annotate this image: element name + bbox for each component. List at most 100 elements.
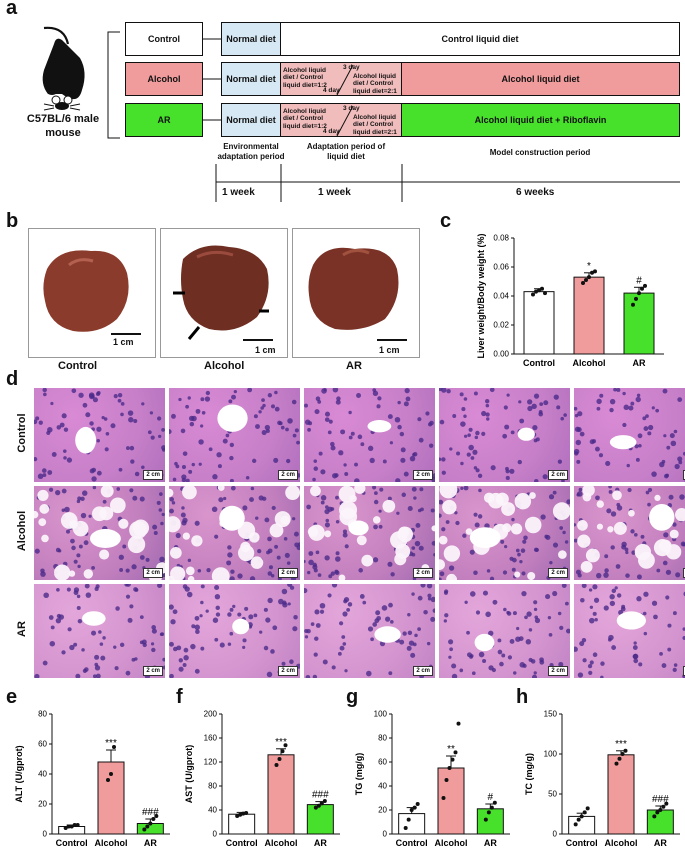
y-tick-label: 80	[378, 734, 387, 743]
data-point	[617, 756, 622, 761]
y-tick-label: 0	[213, 830, 218, 839]
data-point	[620, 752, 625, 756]
panel-label-d: d	[6, 368, 19, 390]
y-tick-label: 0.02	[493, 321, 509, 330]
alcohol-adapt-ratio-2: Alcohol liquid diet / Control liquid die…	[353, 73, 397, 95]
data-point	[403, 826, 408, 830]
x-tick-label: AR	[484, 838, 497, 848]
histology-scale-bar: 2 cm	[143, 568, 163, 578]
y-tick-label: 200	[204, 710, 218, 719]
histology-scale-bar: 2 cm	[278, 470, 298, 480]
significance-label: **	[447, 744, 455, 755]
control-normal-diet: Normal diet	[221, 22, 281, 56]
ar-day-4: 4 day	[323, 128, 340, 135]
ar-adapt-ratio-1: Alcohol liquid diet / Control liquid die…	[283, 108, 327, 130]
histology-image: 2 cm	[439, 388, 570, 482]
data-point	[623, 748, 628, 753]
data-point	[664, 801, 669, 806]
ar-liquid-diet: Alcohol liquid diet + Riboflavin	[401, 103, 680, 137]
data-point	[614, 761, 619, 766]
y-tick-label: 40	[378, 782, 387, 791]
data-point	[444, 778, 449, 782]
mouse-icon	[42, 26, 85, 111]
data-point	[573, 822, 578, 827]
data-point	[412, 805, 417, 810]
data-point	[151, 817, 156, 821]
data-point	[75, 823, 80, 827]
panel-label-b: b	[6, 210, 19, 232]
x-tick-label: Alcohol	[95, 838, 128, 848]
data-point	[238, 812, 243, 817]
data-point	[316, 803, 321, 808]
significance-label: ###	[142, 807, 159, 818]
y-tick-label: 20	[38, 800, 47, 809]
y-tick-label: 0.06	[493, 263, 509, 272]
data-point	[590, 270, 594, 275]
ar-normal-diet: Normal diet	[221, 103, 281, 137]
period-adaptation: Adaptation period of liquid diet	[306, 142, 386, 161]
y-tick-label: 50	[548, 790, 557, 799]
x-tick-label: Alcohol	[605, 838, 638, 848]
ar-adapt-ratio-2: Alcohol liquid diet / Control liquid die…	[353, 114, 397, 136]
significance-label: ###	[652, 794, 669, 805]
data-point	[634, 296, 638, 301]
data-point	[489, 805, 494, 810]
data-point	[492, 800, 497, 805]
bar	[646, 809, 674, 835]
histology-image: 2 cm	[34, 486, 165, 580]
histology-scale-bar: 2 cm	[143, 470, 163, 480]
histology-image: 2 cm	[169, 584, 300, 678]
histology-row-label: AR	[16, 621, 28, 637]
significance-label: ***	[275, 737, 287, 748]
histology-image: 2 cm	[34, 388, 165, 482]
histology-scale-bar: 2 cm	[413, 568, 433, 578]
data-point	[582, 810, 587, 815]
data-point	[244, 811, 249, 815]
group-control: Control	[125, 22, 203, 56]
y-axis-label: TG (mg/g)	[354, 753, 364, 796]
data-point	[280, 749, 285, 754]
data-point	[534, 289, 538, 294]
data-point	[450, 757, 455, 762]
data-point	[415, 802, 420, 806]
bar	[623, 292, 655, 355]
group-alcohol: Alcohol	[125, 62, 203, 96]
data-point	[640, 286, 644, 291]
histology-scale-bar: 2 cm	[548, 470, 568, 480]
y-tick-label: 80	[38, 710, 47, 719]
data-point	[145, 824, 150, 829]
x-tick-label: AR	[144, 838, 157, 848]
data-point	[106, 778, 110, 782]
liver-photo-ar: 1 cm	[292, 228, 420, 358]
histology-row-label: Control	[16, 413, 28, 453]
bar	[568, 815, 596, 835]
data-point	[658, 808, 663, 812]
significance-label: #	[636, 275, 642, 286]
group-ar: AR	[125, 103, 203, 137]
y-tick-label: 100	[374, 710, 388, 719]
group-bracket	[107, 31, 120, 139]
period-environmental: Environmental adaptation period	[217, 142, 285, 161]
y-tick-label: 80	[208, 782, 217, 791]
data-point	[66, 824, 71, 829]
x-tick-label: AR	[654, 838, 667, 848]
histology-scale-bar: 2 cm	[548, 568, 568, 578]
bar	[267, 754, 295, 835]
y-tick-label: 160	[204, 734, 218, 743]
data-point	[661, 804, 666, 809]
x-tick-label: Control	[396, 838, 428, 848]
panel-label-e: e	[6, 686, 18, 708]
alcohol-adaptation-box: Alcohol liquid diet / Control liquid die…	[280, 62, 402, 96]
y-tick-label: 150	[544, 710, 558, 719]
y-tick-label: 0.04	[493, 292, 509, 301]
x-tick-label: Control	[226, 838, 258, 848]
chart-e: 0 20 40 60 80 ALT (U/gprot) Control *** Alcohol #…	[14, 710, 170, 848]
data-point	[456, 721, 461, 726]
x-tick-label: Control	[523, 358, 555, 368]
y-axis-label: ALT (U/gprot)	[14, 745, 24, 802]
y-axis-label: Liver weight/Body weight (%)	[476, 233, 486, 358]
data-point	[322, 799, 327, 803]
histology-scale-bar: 2 cm	[683, 568, 685, 578]
data-point	[483, 817, 488, 822]
data-point	[274, 763, 279, 767]
